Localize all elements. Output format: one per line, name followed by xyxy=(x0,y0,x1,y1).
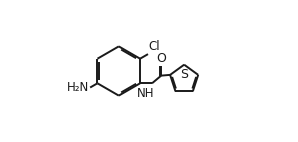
Text: O: O xyxy=(156,52,166,65)
Text: NH: NH xyxy=(137,87,155,100)
Text: H₂N: H₂N xyxy=(67,81,89,94)
Text: S: S xyxy=(180,68,188,81)
Text: Cl: Cl xyxy=(149,40,160,53)
